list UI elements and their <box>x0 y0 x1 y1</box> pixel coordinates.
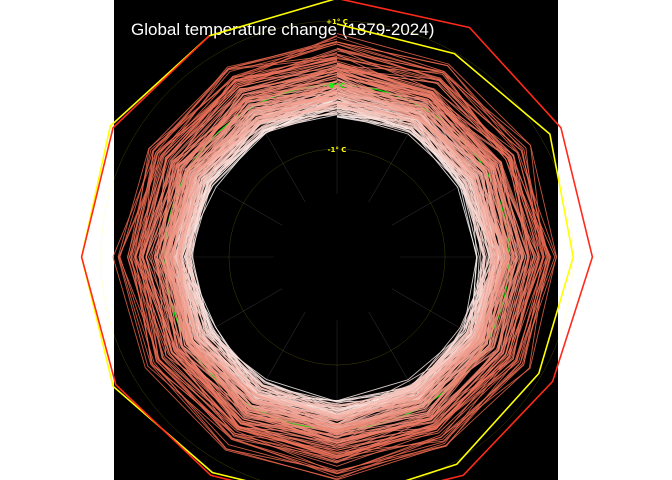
year-line <box>170 81 518 439</box>
ring-label: 0° C <box>329 82 345 90</box>
year-line <box>118 36 540 478</box>
year-line <box>165 78 497 428</box>
reference-ring <box>228 148 446 366</box>
year-line <box>133 43 544 467</box>
ring-label: +1° C <box>326 18 348 26</box>
year-line <box>112 41 557 480</box>
year-line <box>140 73 514 444</box>
year-line <box>164 94 511 416</box>
year-line <box>180 95 506 414</box>
year-line <box>134 60 539 457</box>
year-lines <box>112 33 558 480</box>
recent-years <box>80 0 594 480</box>
year-line <box>145 62 515 440</box>
ring-labels: -1° C 0° C +1° C <box>326 18 348 154</box>
year-line <box>155 94 518 425</box>
year-line <box>155 64 540 442</box>
year-line <box>153 63 525 456</box>
ring-label: -1° C <box>328 146 347 154</box>
chart-title: Global temperature change (1879-2024) <box>131 20 435 39</box>
year-line <box>118 41 543 472</box>
year-line <box>127 33 545 475</box>
year-line <box>184 100 497 406</box>
series-2024 <box>80 0 594 480</box>
series-2023 <box>80 0 575 480</box>
year-line <box>134 68 532 464</box>
year-line <box>153 76 514 442</box>
year-line <box>138 57 551 460</box>
year-line <box>131 41 547 458</box>
year-line <box>135 48 556 463</box>
